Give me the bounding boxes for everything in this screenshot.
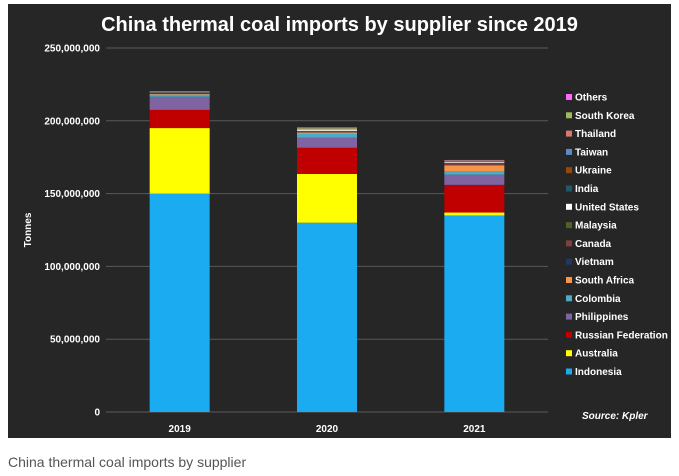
legend-swatch-australia bbox=[566, 350, 572, 357]
bar-segment-south-africa-2021 bbox=[444, 165, 505, 172]
legend-swatch-south-korea bbox=[566, 112, 572, 119]
legend-label-south-africa: South Africa bbox=[575, 276, 635, 287]
y-tick-label: 150,000,000 bbox=[44, 189, 100, 200]
legend-swatch-south-africa bbox=[566, 277, 572, 283]
y-tick-label: 0 bbox=[94, 408, 100, 419]
bar-segment-canada-2020 bbox=[297, 131, 357, 133]
legend-swatch-india bbox=[566, 185, 572, 192]
chart-panel: China thermal coal imports by supplier s… bbox=[8, 4, 671, 438]
legend-label-others: Others bbox=[575, 93, 608, 104]
bar-segment-australia-2020 bbox=[297, 173, 357, 223]
legend-label-colombia: Colombia bbox=[575, 294, 621, 305]
legend-label-united-states: United States bbox=[575, 202, 639, 213]
y-tick-label: 100,000,000 bbox=[44, 262, 100, 273]
legend-swatch-united-states bbox=[566, 203, 572, 210]
bar-segment-united-states-2020 bbox=[297, 129, 357, 131]
legend-label-taiwan: Taiwan bbox=[575, 147, 608, 158]
legend-label-vietnam: Vietnam bbox=[575, 257, 614, 268]
figure-caption: China thermal coal imports by supplier bbox=[8, 454, 247, 470]
y-axis-label: Tonnes bbox=[23, 212, 34, 247]
legend-label-indonesia: Indonesia bbox=[575, 367, 622, 378]
bar-segment-colombia-2021 bbox=[444, 171, 505, 175]
bar-segment-russian-federation-2021 bbox=[444, 184, 505, 213]
stacked-bar-chart: 0 50,000,000 100,000,000 150,000,000 200,000… bbox=[23, 44, 668, 436]
legend-label-malaysia: Malaysia bbox=[575, 221, 617, 232]
bar-segment-australia-2021 bbox=[444, 212, 505, 216]
y-tick-label: 200,000,000 bbox=[44, 116, 100, 127]
y-tick-label: 250,000,000 bbox=[44, 44, 100, 55]
legend-label-canada: Canada bbox=[575, 239, 612, 250]
legend-swatch-taiwan bbox=[566, 148, 572, 155]
legend-swatch-ukraine bbox=[566, 167, 572, 174]
bar-segment-colombia-2020 bbox=[297, 133, 357, 138]
bar-segment-south-africa-2019 bbox=[149, 93, 210, 95]
legend-swatch-russian-federation bbox=[566, 331, 572, 338]
legend-swatch-canada bbox=[566, 240, 572, 247]
legend-label-thailand: Thailand bbox=[575, 129, 616, 140]
legend-swatch-thailand bbox=[566, 130, 572, 137]
legend-swatch-philippines bbox=[566, 313, 572, 320]
y-tick-label: 50,000,000 bbox=[50, 335, 100, 346]
bar-segment-indonesia-2019 bbox=[149, 193, 210, 412]
bar-segment-russian-federation-2019 bbox=[149, 109, 210, 129]
bar-segment-russian-federation-2020 bbox=[297, 147, 357, 174]
x-tick-label: 2020 bbox=[316, 424, 339, 435]
legend-swatch-indonesia bbox=[566, 368, 572, 375]
legend-label-australia: Australia bbox=[575, 349, 618, 360]
legend-swatch-colombia bbox=[566, 295, 572, 302]
source-note: Source: Kpler bbox=[582, 411, 649, 422]
chart-title: China thermal coal imports by supplier s… bbox=[101, 14, 578, 36]
bar-segment-philippines-2020 bbox=[297, 137, 357, 148]
bar-segment-colombia-2019 bbox=[149, 94, 210, 97]
legend-swatch-vietnam bbox=[566, 258, 572, 265]
legend-label-russian-federation: Russian Federation bbox=[575, 330, 668, 341]
bar-segment-canada-2021 bbox=[444, 163, 505, 165]
x-tick-label: 2019 bbox=[169, 424, 192, 435]
x-tick-label: 2021 bbox=[463, 424, 486, 435]
legend-label-south-korea: South Korea bbox=[575, 111, 635, 122]
legend-label-india: India bbox=[575, 184, 599, 195]
bar-segment-indonesia-2021 bbox=[444, 215, 505, 412]
bar-segment-australia-2019 bbox=[149, 128, 210, 194]
legend-swatch-others bbox=[566, 94, 572, 100]
legend-swatch-malaysia bbox=[566, 222, 572, 229]
legend-label-philippines: Philippines bbox=[575, 312, 629, 323]
bar-segment-south-korea-2020 bbox=[297, 127, 357, 129]
bar-segment-indonesia-2020 bbox=[297, 222, 357, 412]
bar-segment-philippines-2019 bbox=[149, 96, 210, 110]
bar-segment-philippines-2021 bbox=[444, 174, 505, 185]
bar-segment-south-africa-2020 bbox=[297, 132, 357, 134]
legend-label-ukraine: Ukraine bbox=[575, 166, 612, 177]
bar-segment-united-states-2021 bbox=[444, 161, 505, 163]
